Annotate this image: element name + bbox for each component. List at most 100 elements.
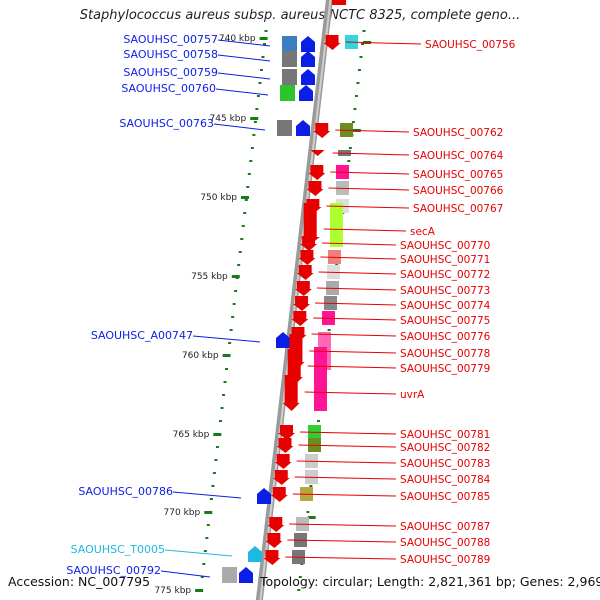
guide-dot [205, 537, 209, 539]
gene-label-left[interactable]: SAOUHSC_A00747 [91, 329, 193, 342]
guide-dot [246, 186, 250, 188]
scale-tick-label: 760 kbp [182, 351, 219, 361]
gene-label-right[interactable]: SAOUHSC_00767 [413, 203, 503, 215]
guide-dot [243, 212, 247, 214]
leader-line [285, 556, 397, 560]
leader-line [289, 523, 397, 527]
red-arrow-down-icon [282, 375, 300, 411]
gene-label-right[interactable]: SAOUHSC_00783 [400, 458, 490, 470]
gene-label-right[interactable]: SAOUHSC_00789 [400, 554, 490, 566]
red-arrow-down-icon [323, 35, 341, 50]
guide-dot [298, 576, 302, 578]
guide-dot [231, 316, 235, 318]
gene-label-right[interactable]: SAOUHSC_00772 [400, 269, 490, 281]
scale-tick [250, 117, 259, 120]
scale-tick [231, 275, 240, 278]
guide-dot [357, 69, 361, 71]
guide-dot [262, 43, 266, 45]
gene-label-left[interactable]: SAOUHSC_00757 [123, 33, 218, 46]
red-arrow-down-icon [293, 296, 311, 311]
red-arrow-down-icon [278, 425, 296, 440]
gene-label-right[interactable]: SAOUHSC_00785 [400, 491, 490, 503]
gene-label-right[interactable]: SAOUHSC_00764 [413, 150, 504, 162]
red-arrow-down-icon [310, 150, 325, 156]
guide-dot [354, 95, 358, 97]
gene-label-left[interactable]: SAOUHSC_00759 [123, 66, 218, 79]
scale-tick [195, 589, 204, 592]
guide-dot [259, 69, 263, 71]
red-arrow-down-icon [294, 281, 312, 296]
guide-dot [256, 95, 260, 97]
guide-dot [200, 576, 204, 578]
gene-box-SAOUHSC_00760 [280, 85, 295, 101]
leader-line [172, 491, 242, 499]
guide-dot [202, 563, 206, 565]
gene-label-right[interactable]: SAOUHSC_00774 [400, 300, 491, 312]
gene-label-right[interactable]: SAOUHSC_00779 [400, 363, 490, 375]
leader-line [299, 431, 397, 435]
gene-label-right[interactable]: SAOUHSC_00788 [400, 537, 490, 549]
gene-label-right[interactable]: SAOUHSC_00781 [400, 429, 490, 441]
gene-label-right[interactable]: SAOUHSC_00778 [400, 348, 490, 360]
guide-dot [264, 30, 268, 32]
gene-label-left[interactable]: SAOUHSC_T0005 [71, 543, 165, 556]
leader-line [335, 129, 410, 133]
blue-arrow-up-icon [301, 36, 315, 52]
guide-dot [250, 147, 254, 149]
leader-line [217, 72, 271, 80]
leader-line [328, 187, 410, 191]
leader-line [192, 335, 261, 343]
guide-dot [229, 329, 233, 331]
guide-dot [247, 173, 251, 175]
guide-dot [232, 303, 236, 305]
gene-label-right[interactable]: SAOUHSC_00762 [413, 127, 503, 139]
gene-label-right[interactable]: SAOUHSC_00765 [413, 169, 503, 181]
leader-line [323, 228, 407, 232]
gene-box-SAOUHSC_00792 [222, 567, 237, 583]
gene-label-left[interactable]: SAOUHSC_00758 [123, 48, 218, 61]
leader-line [287, 539, 397, 543]
guide-dot [218, 420, 222, 422]
leader-line [217, 39, 271, 47]
leader-line [307, 365, 397, 369]
accession-text: Accession: NC_007795 [8, 574, 151, 589]
scale-tick-label: 765 kbp [173, 430, 210, 440]
guide-dot [297, 589, 301, 591]
gene-label-left[interactable]: SAOUHSC_00792 [66, 564, 161, 577]
red-arrow-down-icon [313, 123, 331, 138]
red-arrow-down-icon [308, 165, 326, 180]
gene-label-left[interactable]: SAOUHSC_00763 [119, 117, 214, 130]
blue-arrow-up-icon [301, 69, 315, 85]
leader-line [330, 171, 410, 175]
gene-label-right[interactable]: SAOUHSC_00784 [400, 474, 491, 486]
gene-label-right[interactable]: SAOUHSC_00766 [413, 185, 504, 197]
gene-label-right[interactable]: SAOUHSC_00771 [400, 254, 490, 266]
gene-label-right[interactable]: SAOUHSC_00776 [400, 331, 491, 343]
red-arrow-down-icon [300, 203, 320, 245]
leader-line [332, 152, 410, 156]
guide-dot [209, 498, 213, 500]
cyan-arrow-up-icon [248, 546, 262, 562]
gene-box-SAOUHSC_00763 [277, 120, 292, 136]
gene-label-left[interactable]: SAOUHSC_00760 [121, 82, 216, 95]
red-arrow-down-icon [274, 454, 292, 469]
gene-label-right[interactable]: SAOUHSC_00787 [400, 521, 490, 533]
red-arrow-down-icon [298, 250, 316, 265]
gene-label-left[interactable]: SAOUHSC_00786 [78, 485, 173, 498]
red-arrow-down-icon [306, 181, 324, 196]
gene-label-right[interactable]: uvrA [400, 389, 425, 401]
guide-dot [220, 407, 224, 409]
blue-arrow-up-icon [257, 488, 271, 504]
gene-label-right[interactable]: SAOUHSC_00775 [400, 315, 490, 327]
gene-labels[interactable]: SAOUHSC_00757 SAOUHSC_00758 SAOUHSC_00759 S… [66, 33, 515, 577]
gene-label-right[interactable]: secA [410, 226, 436, 238]
blue-arrow-up-icon [276, 332, 290, 348]
gene-label-right[interactable]: SAOUHSC_00782 [400, 442, 490, 454]
scale-tick-label: 745 kbp [210, 114, 247, 124]
gene-label-right[interactable]: SAOUHSC_00756 [425, 39, 516, 51]
blue-arrow-up-icon [301, 51, 315, 67]
gene-label-right[interactable]: SAOUHSC_00770 [400, 240, 490, 252]
blue-arrow-up-icon [296, 120, 310, 136]
gene-label-right[interactable]: SAOUHSC_00773 [400, 285, 490, 297]
